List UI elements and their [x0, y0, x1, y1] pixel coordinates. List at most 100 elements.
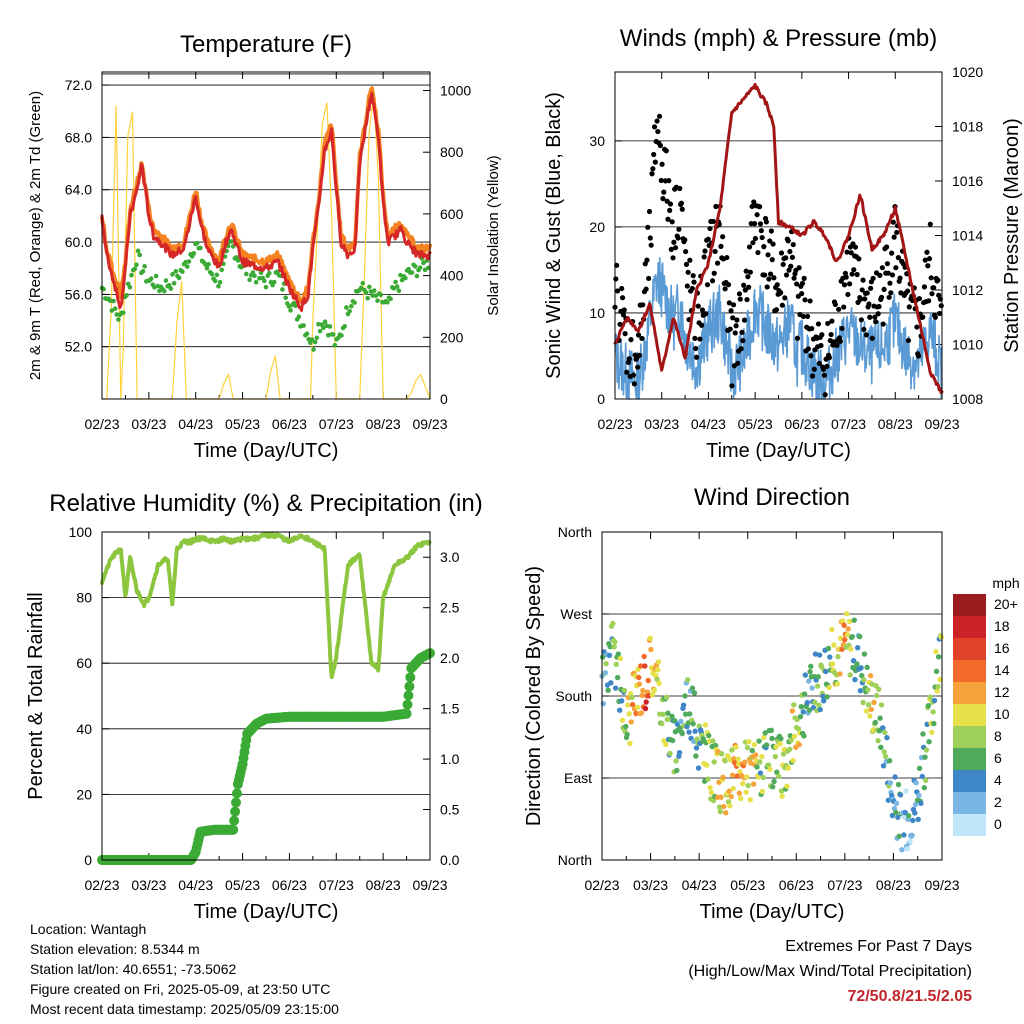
direction-point	[629, 701, 636, 708]
direction-point	[769, 735, 775, 742]
dewpoint-point	[216, 283, 221, 289]
gust-point	[845, 291, 851, 298]
direction-point	[726, 788, 732, 794]
speed-legend-label: 16	[994, 640, 1010, 656]
direction-point	[778, 788, 785, 794]
direction-point	[599, 654, 606, 660]
direction-point	[638, 663, 644, 669]
extremes-panel: Extremes For Past 7 Days (High/Low/Max W…	[688, 934, 972, 1009]
dewpoint-point	[107, 298, 113, 304]
direction-point	[851, 617, 857, 623]
dewpoint-point	[271, 279, 277, 285]
gust-point	[824, 363, 830, 369]
gust-point	[733, 323, 739, 329]
direction-point	[623, 723, 629, 730]
winds-xtick-label: 02/23	[597, 416, 632, 432]
gust-point	[834, 342, 840, 348]
direction-point	[841, 622, 847, 628]
direction-point	[700, 736, 707, 742]
gust-point	[878, 294, 885, 300]
direction-point	[933, 648, 939, 655]
direction-point	[762, 730, 768, 736]
direction-point	[603, 660, 609, 667]
direction-point	[806, 707, 813, 713]
gust-point	[661, 189, 667, 195]
wind_direction-ytick-label: South	[555, 688, 592, 704]
speed-legend: mph 20+ 18 16 14 12 10 8 6 4 2 0	[953, 575, 1020, 836]
humidity-xtick-label: 04/23	[178, 877, 213, 893]
dewpoint-point	[403, 275, 408, 281]
dewpoint-point	[253, 279, 259, 285]
direction-point	[820, 693, 826, 700]
wind_direction-frame	[601, 531, 943, 861]
dewpoint-point	[332, 343, 338, 348]
gust-point	[630, 372, 637, 378]
gust-point	[646, 275, 652, 282]
humidity-ytick-right-label: 1.5	[440, 701, 460, 717]
gust-point	[736, 291, 743, 297]
gust-point	[648, 242, 654, 248]
speed-legend-swatch	[953, 682, 986, 704]
gust-point	[932, 314, 938, 320]
humidity-ytick-right-label: 0.5	[440, 802, 460, 818]
direction-point	[931, 720, 937, 727]
gust-point	[754, 212, 760, 218]
direction-point	[817, 706, 823, 713]
gust-point	[807, 298, 813, 304]
direction-point	[702, 722, 709, 728]
dewpoint-point	[229, 239, 234, 244]
direction-point	[636, 681, 643, 687]
speed-legend-label: 12	[994, 684, 1010, 700]
direction-point	[864, 664, 870, 671]
direction-point	[815, 674, 821, 680]
gust-point	[821, 372, 827, 378]
dewpoint-point	[217, 279, 223, 285]
humidity-ytick-label: 80	[76, 590, 92, 606]
direction-point	[865, 702, 872, 708]
gust-point	[705, 236, 711, 242]
direction-point	[916, 792, 922, 799]
speed-legend-title: mph	[992, 575, 1019, 591]
direction-point	[665, 710, 671, 716]
gust-point	[730, 315, 736, 321]
direction-point	[704, 762, 710, 768]
station-elevation: Station elevation: 8.5344 m	[30, 941, 200, 957]
winds-ytick-label: 20	[589, 219, 605, 235]
direction-point	[725, 753, 731, 759]
direction-point	[789, 708, 796, 714]
dewpoint-point	[406, 266, 411, 272]
dewpoint-point	[129, 272, 134, 278]
direction-point	[651, 687, 658, 694]
direction-point	[863, 708, 870, 714]
direction-point	[759, 788, 766, 795]
direction-point	[933, 668, 940, 675]
direction-point	[910, 817, 916, 824]
dewpoint-point	[186, 259, 192, 264]
gust-point	[769, 257, 775, 263]
gust-point	[864, 290, 870, 296]
temperature-chart: Temperature (F) Time (Day/UTC) 2m & 9m T (…	[27, 31, 502, 462]
direction-point	[797, 713, 804, 720]
direction-point	[825, 645, 832, 652]
direction-point	[624, 731, 630, 738]
dewpoint-point	[148, 276, 154, 281]
dewpoint-point	[173, 269, 179, 274]
gust-point	[921, 284, 928, 290]
direction-point	[877, 715, 883, 721]
humidity-ylabel: Percent & Total Rainfall	[25, 592, 47, 800]
direction-point	[826, 684, 832, 691]
gust-point	[889, 250, 895, 256]
direction-point	[867, 713, 873, 719]
direction-point	[869, 681, 875, 687]
direction-point	[893, 800, 900, 806]
gust-point	[704, 282, 711, 288]
gust-point	[692, 335, 698, 341]
direction-point	[861, 677, 867, 683]
gust-point	[843, 274, 849, 280]
temperature-ytick-label: 56.0	[65, 286, 92, 302]
dewpoint-point	[388, 296, 393, 302]
winds-ytick-right-label: 1008	[952, 391, 983, 407]
direction-point	[738, 795, 744, 802]
direction-point	[619, 698, 625, 704]
dewpoint-point	[125, 281, 131, 287]
